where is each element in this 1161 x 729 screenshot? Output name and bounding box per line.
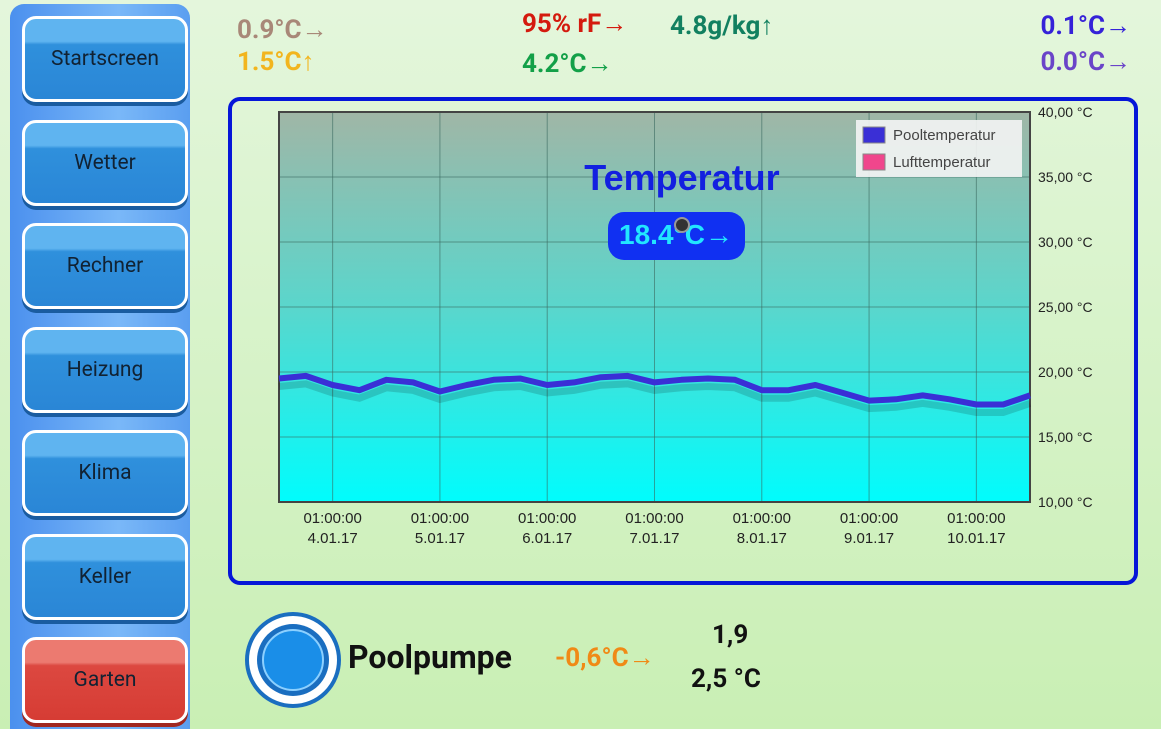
x-tick-label: 5.01.17: [415, 530, 465, 547]
y-tick-label: 15,00 °C: [1038, 429, 1093, 445]
x-tick-label: 01:00:00: [840, 510, 898, 527]
reading: 0.9°C→: [237, 15, 328, 45]
pump-value: 2,5 °C: [691, 664, 761, 694]
plot-border: [278, 111, 1031, 503]
y-tick-label: 25,00 °C: [1038, 299, 1093, 315]
pump-label: Poolpumpe: [348, 638, 512, 676]
reading: 4.2°C→: [522, 49, 613, 79]
legend-label: Pooltemperatur: [893, 127, 996, 144]
series-shadow: [278, 380, 1032, 416]
x-tick-label: 01:00:00: [947, 510, 1005, 527]
y-tick-label: 30,00 °C: [1038, 234, 1093, 250]
reading: 0.1°C→: [1040, 11, 1131, 41]
x-tick-label: 01:00:00: [733, 510, 791, 527]
nav-button[interactable]: Garten: [22, 637, 188, 723]
reading: 0.0°C→: [1040, 47, 1131, 77]
nav-button[interactable]: Startscreen: [22, 16, 188, 102]
x-tick-label: 01:00:00: [625, 510, 683, 527]
x-tick-label: 8.01.17: [737, 530, 787, 547]
nav-button[interactable]: Keller: [22, 533, 188, 620]
legend-swatch: [862, 126, 886, 144]
x-tick-label: 01:00:00: [411, 510, 469, 527]
x-tick-label: 01:00:00: [518, 510, 576, 527]
y-tick-label: 10,00 °C: [1038, 494, 1093, 510]
legend-swatch: [862, 153, 886, 171]
x-tick-label: 10.01.17: [947, 530, 1005, 547]
y-tick-label: 20,00 °C: [1038, 364, 1093, 380]
y-tick-label: 40,00 °C: [1038, 104, 1093, 120]
pump-delta: -0,6°C→: [555, 643, 655, 673]
nav-button[interactable]: Heizung: [22, 326, 188, 413]
x-tick-label: 4.01.17: [308, 530, 358, 547]
x-tick-label: 9.01.17: [844, 530, 894, 547]
knob: [674, 217, 690, 233]
chart-frame: [228, 97, 1138, 585]
x-tick-label: 6.01.17: [522, 530, 572, 547]
nav-button[interactable]: Rechner: [22, 223, 188, 309]
reading: 4.8g/kg↑: [670, 11, 774, 41]
reading: 95% rF→: [522, 9, 628, 39]
reading: 1.5°C↑: [237, 47, 315, 77]
chart-title: Temperatur: [584, 157, 779, 198]
legend-label: Lufttemperatur: [893, 154, 991, 171]
nav-button[interactable]: Wetter: [22, 119, 188, 206]
pump-value: 1,9: [712, 620, 749, 650]
current-badge: [608, 212, 745, 260]
series-line: [278, 372, 1031, 408]
x-tick-label: 7.01.17: [629, 530, 679, 547]
x-tick-label: 01:00:00: [303, 510, 361, 527]
y-tick-label: 35,00 °C: [1038, 169, 1093, 185]
nav-button[interactable]: Klima: [22, 430, 188, 516]
